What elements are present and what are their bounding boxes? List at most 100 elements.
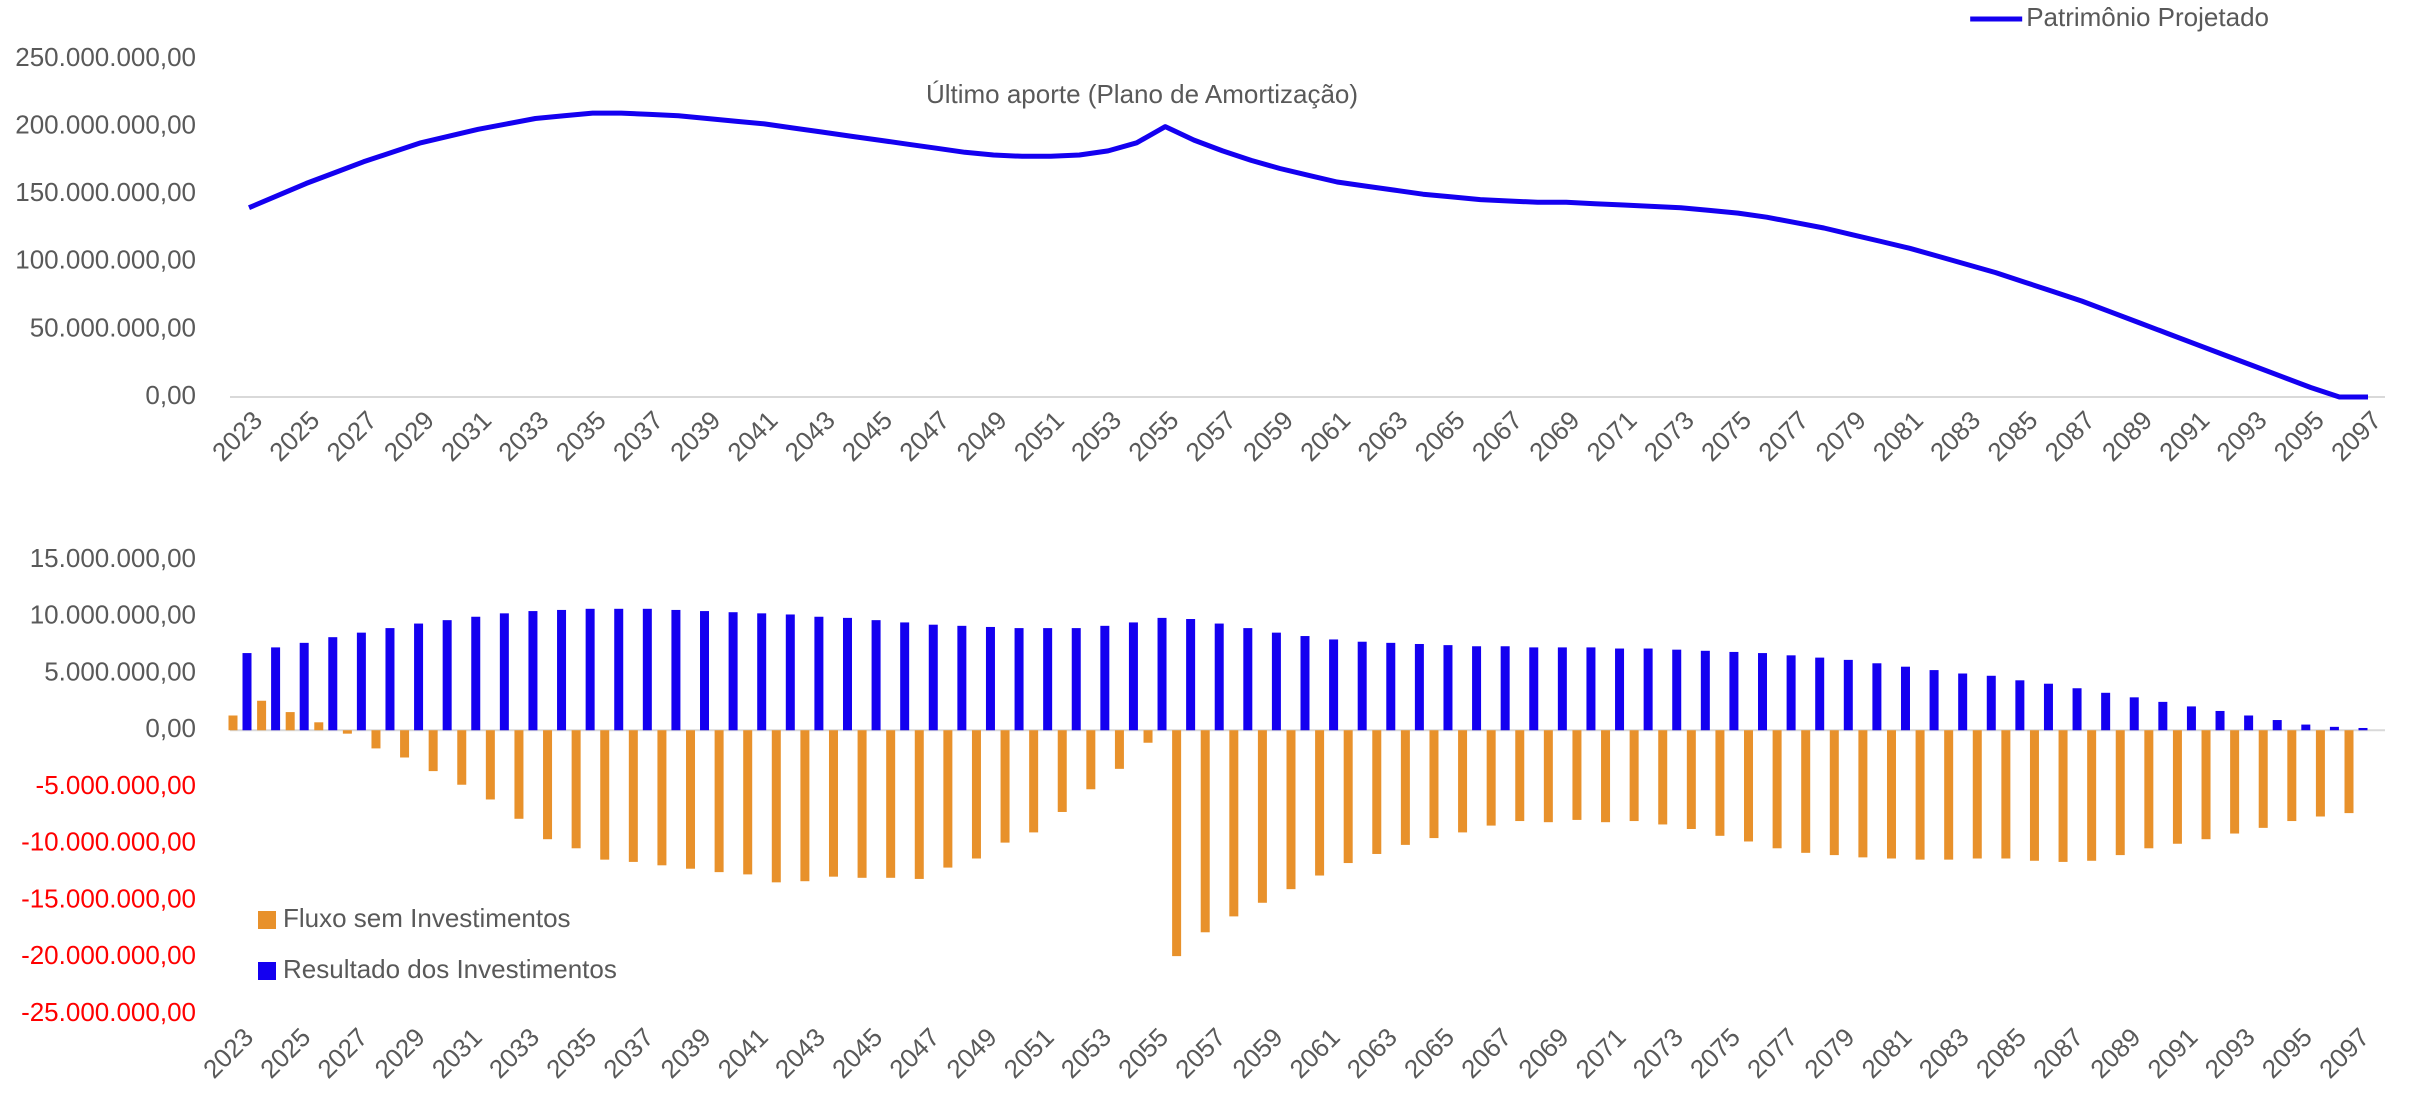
bar bbox=[985, 626, 995, 731]
x-tick-label: 2091 bbox=[2141, 1022, 2203, 1084]
bar bbox=[1286, 730, 1296, 890]
x-tick-label: 2037 bbox=[607, 405, 669, 467]
x-tick-label: 2089 bbox=[2084, 1022, 2146, 1084]
bar bbox=[1543, 730, 1553, 823]
x-tick-label: 2055 bbox=[1122, 405, 1184, 467]
x-tick-label: 2077 bbox=[1752, 405, 1814, 467]
bar bbox=[2158, 701, 2168, 731]
bar bbox=[700, 611, 710, 731]
x-tick-label: 2067 bbox=[1466, 405, 1528, 467]
bar bbox=[1186, 619, 1196, 731]
bar bbox=[871, 620, 881, 731]
y-tick-label: 0,00 bbox=[145, 380, 196, 410]
bar bbox=[1429, 730, 1439, 839]
bar bbox=[1271, 632, 1281, 731]
x-tick-label: 2095 bbox=[2268, 405, 2330, 467]
bar bbox=[528, 611, 538, 731]
x-tick-label: 2077 bbox=[1741, 1022, 1803, 1084]
bar bbox=[1172, 730, 1182, 957]
x-tick-label: 2055 bbox=[1112, 1022, 1174, 1084]
bar bbox=[1972, 730, 1982, 859]
x-tick-label: 2085 bbox=[1981, 405, 2043, 467]
x-tick-label: 2067 bbox=[1455, 1022, 1517, 1084]
bar bbox=[600, 730, 610, 860]
bar bbox=[471, 616, 481, 731]
x-tick-label: 2051 bbox=[1008, 405, 1070, 467]
bar bbox=[1672, 649, 1682, 731]
x-tick-label: 2093 bbox=[2210, 405, 2272, 467]
x-tick-label: 2059 bbox=[1226, 1022, 1288, 1084]
bar bbox=[2172, 730, 2182, 844]
x-tick-label: 2047 bbox=[893, 405, 955, 467]
x-tick-label: 2035 bbox=[540, 1022, 602, 1084]
x-tick-label: 2035 bbox=[550, 405, 612, 467]
bar bbox=[385, 628, 395, 731]
x-tick-label: 2083 bbox=[1913, 1022, 1975, 1084]
y-tick-label: -10.000.000,00 bbox=[21, 827, 196, 857]
x-tick-label: 2061 bbox=[1284, 1022, 1346, 1084]
bar bbox=[785, 614, 795, 731]
bar bbox=[842, 617, 852, 731]
bar bbox=[1986, 675, 1996, 731]
bar bbox=[257, 700, 267, 731]
bar bbox=[1843, 659, 1853, 731]
bar bbox=[1300, 636, 1310, 731]
bar bbox=[1157, 617, 1167, 731]
bar bbox=[1700, 650, 1710, 731]
bar bbox=[1257, 730, 1267, 903]
y-tick-label: -5.000.000,00 bbox=[36, 770, 196, 800]
x-tick-label: 2069 bbox=[1523, 405, 1585, 467]
bar bbox=[886, 730, 896, 878]
bar bbox=[628, 730, 638, 862]
x-tick-label: 2057 bbox=[1180, 405, 1242, 467]
y-tick-label: -20.000.000,00 bbox=[21, 940, 196, 970]
x-tick-label: 2041 bbox=[721, 405, 783, 467]
x-tick-label: 2091 bbox=[2153, 405, 2215, 467]
bar bbox=[1128, 622, 1138, 731]
bar bbox=[1443, 645, 1453, 731]
bar bbox=[442, 620, 452, 731]
bar bbox=[686, 730, 696, 869]
bar bbox=[1601, 730, 1611, 823]
x-tick-label: 2049 bbox=[951, 405, 1013, 467]
x-tick-label: 2033 bbox=[492, 405, 554, 467]
bar bbox=[2358, 727, 2368, 731]
x-tick-label: 2043 bbox=[779, 405, 841, 467]
y-tick-label: 250.000.000,00 bbox=[15, 42, 196, 72]
legend-label: Patrimônio Projetado bbox=[2026, 2, 2269, 32]
bar bbox=[1343, 730, 1353, 864]
y-tick-label: 50.000.000,00 bbox=[30, 312, 196, 342]
bar bbox=[1586, 647, 1596, 731]
bar bbox=[2329, 726, 2339, 731]
x-tick-label: 2031 bbox=[435, 405, 497, 467]
x-tick-label: 2025 bbox=[263, 405, 325, 467]
x-tick-label: 2081 bbox=[1867, 405, 1929, 467]
x-tick-label: 2065 bbox=[1409, 405, 1471, 467]
bar bbox=[1715, 730, 1725, 836]
bar bbox=[1772, 730, 1782, 849]
x-tick-label: 2033 bbox=[483, 1022, 545, 1084]
bar bbox=[428, 730, 438, 772]
bar bbox=[1243, 628, 1253, 731]
bar bbox=[328, 637, 338, 731]
x-tick-label: 2059 bbox=[1237, 405, 1299, 467]
bar bbox=[1557, 647, 1567, 731]
x-tick-label: 2045 bbox=[826, 1022, 888, 1084]
bar bbox=[1200, 730, 1210, 933]
bar bbox=[228, 715, 238, 731]
bar bbox=[1329, 639, 1339, 731]
bar bbox=[1315, 730, 1325, 876]
x-tick-label: 2037 bbox=[597, 1022, 659, 1084]
bar bbox=[1629, 730, 1639, 822]
y-tick-label: 5.000.000,00 bbox=[44, 656, 196, 686]
bar bbox=[1143, 730, 1153, 743]
x-tick-label: 2063 bbox=[1341, 1022, 1403, 1084]
bar bbox=[543, 730, 553, 840]
x-tick-label: 2023 bbox=[206, 405, 268, 467]
bar bbox=[957, 625, 967, 731]
bar bbox=[1786, 655, 1796, 731]
bar bbox=[371, 730, 381, 749]
bar bbox=[1829, 730, 1839, 856]
